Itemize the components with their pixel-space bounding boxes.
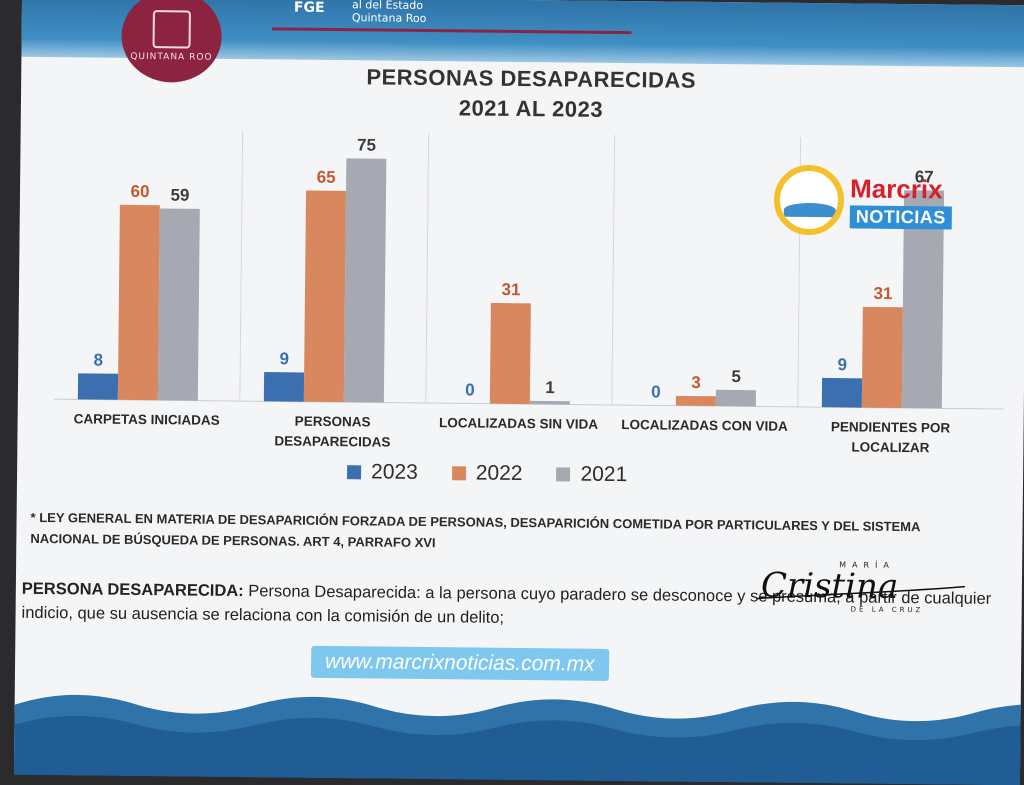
definition-label: PERSONA DESAPARECIDA: bbox=[22, 580, 244, 600]
column-divider bbox=[426, 133, 429, 403]
data-label-2023-3: 0 bbox=[651, 382, 661, 401]
org-short: FGE bbox=[294, 0, 325, 16]
bar-2022-1 bbox=[304, 190, 346, 402]
website-url[interactable]: www.marcrixnoticias.com.mx bbox=[311, 646, 609, 681]
chart-title: PERSONAS DESAPARECIDAS 2021 AL 2023 bbox=[321, 62, 742, 126]
header-accent-line bbox=[272, 27, 632, 34]
signature-name: Cristina bbox=[761, 566, 899, 607]
seal-text: QUINTANA ROO bbox=[130, 52, 212, 63]
bar-2021-0 bbox=[158, 208, 200, 400]
data-label-2021-0: 59 bbox=[170, 186, 189, 205]
bar-2022-2 bbox=[490, 303, 531, 404]
legend-label-2021: 2021 bbox=[580, 463, 627, 487]
crest-icon bbox=[153, 10, 191, 48]
category-label-3: LOCALIZADAS CON VIDA bbox=[621, 417, 788, 434]
signature-bottom: DE LA CRUZ bbox=[851, 605, 924, 614]
org-line-1: al del Estado bbox=[352, 0, 427, 12]
brand-sub: NOTICIAS bbox=[850, 205, 952, 229]
legend-label-2022: 2022 bbox=[476, 462, 523, 486]
data-label-2021-1: 75 bbox=[357, 136, 376, 155]
data-label-2023-1: 9 bbox=[279, 349, 289, 368]
bar-2022-4 bbox=[862, 307, 903, 408]
data-label-2023-0: 8 bbox=[93, 351, 103, 370]
data-label-2021-2: 1 bbox=[545, 378, 555, 397]
legend-swatch-2021 bbox=[556, 467, 570, 481]
wave-footer bbox=[14, 685, 1021, 785]
data-label-2021-3: 5 bbox=[731, 367, 741, 386]
data-label-2022-1: 65 bbox=[317, 168, 336, 187]
legend-swatch-2023 bbox=[347, 465, 361, 479]
category-label-2: LOCALIZADAS SIN VIDA bbox=[439, 415, 598, 432]
handwritten-signature: MARÍA Cristina DE LA CRUZ bbox=[751, 554, 972, 616]
sun-wave-icon bbox=[774, 165, 845, 236]
data-label-2022-0: 60 bbox=[130, 182, 149, 201]
legend-label-2023: 2023 bbox=[371, 460, 418, 484]
bar-2023-1 bbox=[264, 372, 304, 402]
bar-2023-0 bbox=[78, 373, 118, 399]
category-label-1: PERSONAS bbox=[295, 414, 371, 430]
data-label-2022-2: 31 bbox=[501, 280, 520, 299]
legend-item-2022: 2022 bbox=[452, 461, 523, 486]
category-label-1: DESAPARECIDAS bbox=[274, 433, 390, 449]
bar-2022-3 bbox=[676, 396, 716, 406]
printed-sheet: FGE al del Estado Quintana Roo QUINTANA … bbox=[14, 0, 1024, 778]
bar-2021-1 bbox=[344, 158, 387, 402]
org-name: al del Estado Quintana Roo bbox=[352, 0, 427, 25]
column-divider bbox=[612, 135, 615, 405]
bar-2023-4 bbox=[822, 378, 862, 408]
legend-swatch-2022 bbox=[452, 466, 466, 480]
chart-title-line-1: PERSONAS DESAPARECIDAS bbox=[321, 62, 741, 96]
category-label-4: PENDIENTES POR bbox=[831, 419, 951, 435]
bar-2022-0 bbox=[118, 205, 160, 400]
data-label-2022-4: 31 bbox=[873, 284, 892, 303]
legal-note: * LEY GENERAL EN MATERIA DE DESAPARICIÓN… bbox=[30, 507, 990, 559]
bar-2021-3 bbox=[716, 390, 756, 407]
bar-2021-2 bbox=[530, 401, 570, 405]
category-label-4: LOCALIZAR bbox=[851, 439, 929, 455]
data-label-2023-2: 0 bbox=[465, 380, 475, 399]
data-label-2023-4: 9 bbox=[837, 355, 847, 374]
data-label-2022-3: 3 bbox=[691, 373, 701, 392]
state-seal-logo: QUINTANA ROO bbox=[121, 0, 222, 83]
org-line-2: Quintana Roo bbox=[352, 11, 427, 25]
category-label-0: CARPETAS INICIADAS bbox=[74, 411, 220, 428]
chart-legend: 2023 2022 2021 bbox=[347, 460, 627, 487]
legend-item-2021: 2021 bbox=[556, 462, 627, 487]
legend-item-2023: 2023 bbox=[347, 460, 418, 485]
marcrix-logo: Marcrix NOTICIAS bbox=[766, 159, 977, 245]
chart-title-line-2: 2021 AL 2023 bbox=[321, 92, 741, 126]
brand-name: Marcrix bbox=[850, 173, 943, 205]
column-divider bbox=[240, 131, 243, 401]
